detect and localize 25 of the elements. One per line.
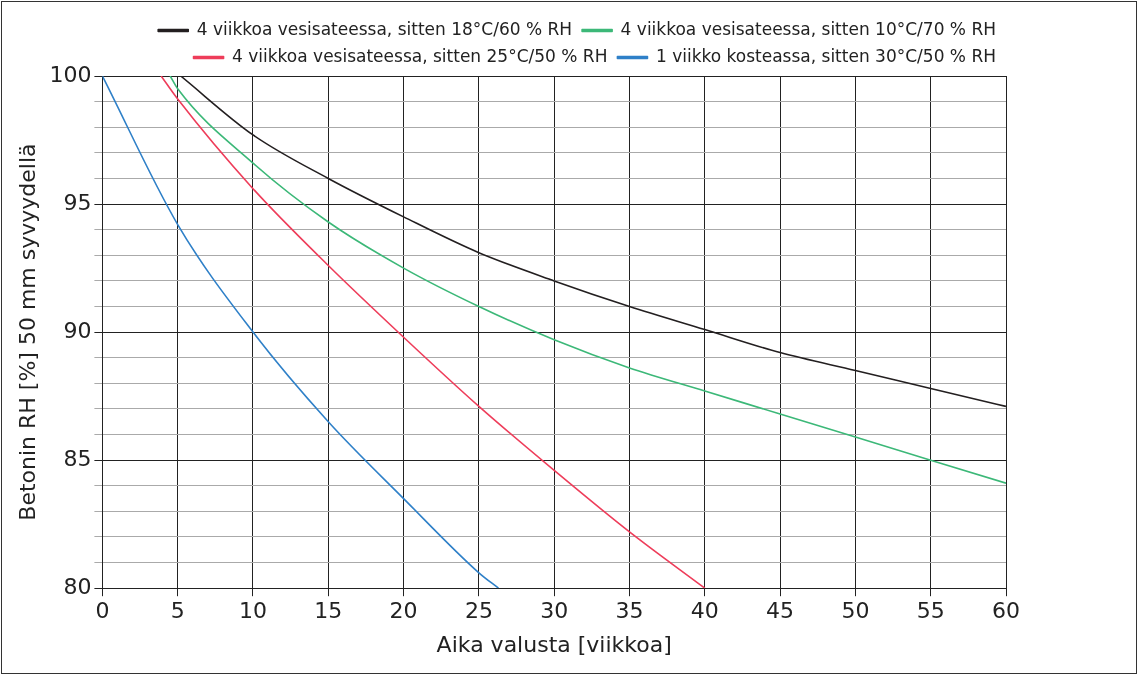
x-tick-label: 25	[464, 598, 493, 624]
x-tick-label: 5	[170, 598, 185, 624]
x-tick-label: 40	[690, 598, 719, 624]
x-tick-label: 20	[389, 598, 418, 624]
legend-label: 4 viikkoa vesisateessa, sitten 18°C/60 % RH	[196, 18, 573, 39]
x-tick-label: 15	[314, 598, 343, 624]
legend-label: 4 viikkoa vesisateessa, sitten 10°C/70 % RH	[620, 18, 997, 39]
y-tick-label: 80	[63, 573, 92, 599]
y-tick-label: 90	[63, 317, 92, 343]
x-tick-label: 30	[540, 598, 569, 624]
x-axis-title: Aika valusta [viikkoa]	[436, 631, 672, 657]
y-tick-label: 95	[63, 189, 92, 215]
x-tick-label: 55	[916, 598, 945, 624]
y-axis-title: Betonin RH [%] 50 mm syvyydellä	[14, 143, 40, 521]
x-tick-label: 0	[95, 598, 110, 624]
x-tick-label: 10	[238, 598, 267, 624]
y-tick-label: 85	[63, 445, 92, 471]
line-series	[169, 76, 1006, 484]
x-tick-label: 60	[992, 598, 1020, 624]
x-tick-label: 35	[615, 598, 644, 624]
legend-label: 4 viikkoa vesisateessa, sitten 25°C/50 % RH	[232, 45, 608, 66]
x-tick-label: 50	[841, 598, 870, 624]
x-tick-label: 45	[766, 598, 795, 624]
y-tick-label: 100	[49, 61, 92, 87]
legend-label: 1 viikko kosteassa, sitten 30°C/50 % RH	[655, 45, 996, 66]
